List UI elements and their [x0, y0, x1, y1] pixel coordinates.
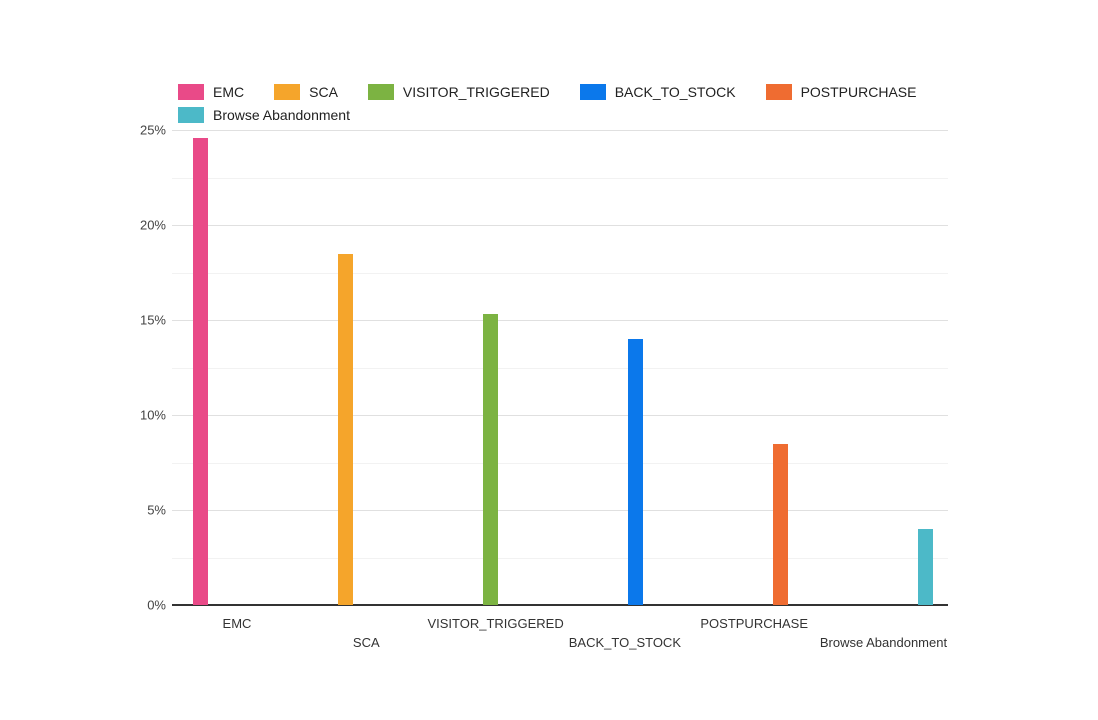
legend-swatch-icon [367, 84, 394, 100]
x-axis-line [172, 604, 948, 606]
x-axis-category-label: VISITOR_TRIGGERED [427, 616, 564, 631]
y-axis-tick-label: 10% [139, 407, 166, 423]
legend-item-browse-abandonment: Browse Abandonment [178, 107, 350, 123]
legend-item-label: VISITOR_TRIGGERED [402, 84, 550, 100]
y-axis-tick-label: 0% [147, 597, 166, 613]
legend-swatch-icon [274, 84, 301, 100]
legend-item-visitor-triggered: VISITOR_TRIGGERED [367, 84, 550, 100]
legend-item-label: BACK_TO_STOCK [614, 84, 736, 100]
legend-item-sca: SCA [274, 84, 338, 100]
legend-item-label: SCA [309, 84, 338, 100]
legend-item-postpurchase: POSTPURCHASE [765, 84, 917, 100]
legend-swatch-icon [178, 107, 204, 123]
chart-legend: EMC SCA VISITOR_TRIGGERED BACK_TO_STOCK POST… [178, 84, 960, 123]
bar-visitor-triggered[interactable] [483, 314, 498, 605]
major-gridline [172, 225, 948, 226]
y-axis-tick-label: 20% [139, 217, 166, 233]
legend-swatch-icon [765, 84, 792, 100]
minor-gridline [172, 558, 948, 559]
major-gridline [172, 510, 948, 511]
y-axis-tick-label: 25% [139, 122, 166, 138]
legend-item-emc: EMC [178, 84, 244, 100]
y-axis-tick-label: 5% [147, 502, 166, 518]
minor-gridline [172, 178, 948, 179]
bar-browse-abandonment[interactable] [918, 529, 933, 605]
bar-sca[interactable] [338, 253, 353, 605]
y-axis-tick-label: 15% [139, 312, 166, 328]
legend-swatch-icon [579, 84, 606, 100]
legend-swatch-icon [178, 84, 204, 100]
major-gridline [172, 415, 948, 416]
legend-item-label: POSTPURCHASE [800, 84, 917, 100]
x-axis-category-label: BACK_TO_STOCK [568, 635, 681, 650]
bar-postpurchase[interactable] [773, 443, 788, 605]
legend-item-label: EMC [213, 84, 245, 100]
bar-emc[interactable] [193, 137, 208, 605]
x-axis-category-label: POSTPURCHASE [700, 616, 808, 631]
legend-item-back-to-stock: BACK_TO_STOCK [579, 84, 736, 100]
x-axis-category-label: EMC [222, 616, 252, 631]
minor-gridline [172, 368, 948, 369]
major-gridline [172, 320, 948, 321]
x-axis-category-label: SCA [352, 635, 380, 650]
bar-back-to-stock[interactable] [628, 339, 643, 605]
major-gridline [172, 130, 948, 131]
minor-gridline [172, 463, 948, 464]
legend-item-label: Browse Abandonment [213, 107, 350, 123]
minor-gridline [172, 273, 948, 274]
x-axis-category-label: Browse Abandonment [819, 635, 948, 650]
